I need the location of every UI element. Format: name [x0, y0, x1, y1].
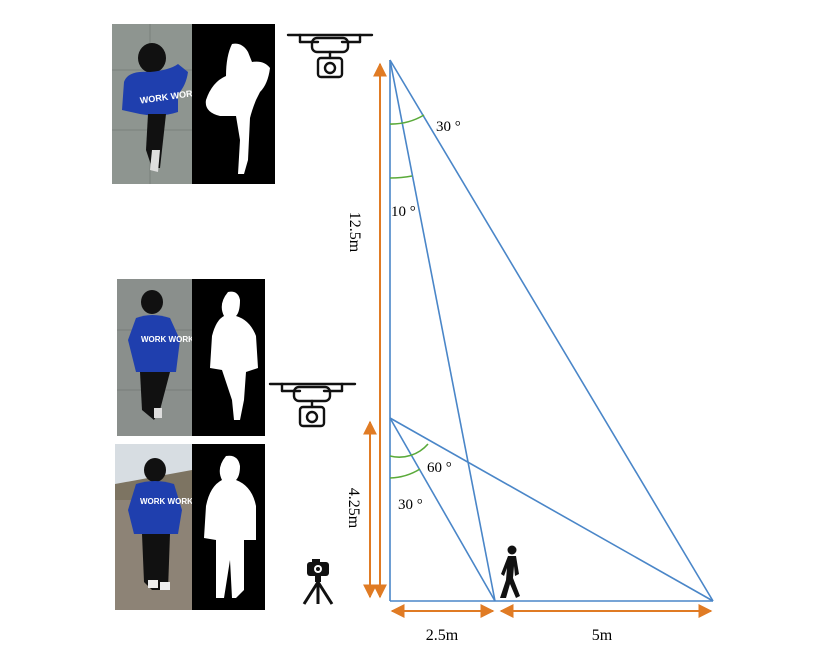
angle-label-low-inner: 30 ° — [398, 497, 423, 513]
photo-panel-low: WORK WORK — [117, 279, 265, 436]
distance-label-near: 2.5m — [426, 627, 459, 644]
sight-line-low-near — [389, 417, 496, 602]
hoodie-text: WORK WORK — [140, 497, 193, 506]
angle-arc-low-inner — [389, 468, 421, 479]
height-label-low: 4.25m — [345, 488, 362, 529]
angle-label-high-outer: 30 ° — [436, 119, 461, 135]
angle-arc-high-outer — [389, 114, 425, 125]
photo-panel-ground: WORK WORK — [115, 444, 265, 610]
photo-panel-high: WORK WORK — [112, 24, 275, 184]
sight-line-high-near — [389, 59, 496, 602]
person-head — [138, 43, 166, 73]
drone-icon — [286, 33, 374, 79]
height-label-high: 12.5m — [346, 212, 363, 253]
angle-arcs — [389, 114, 429, 479]
angle-label-low-outer: 60 ° — [427, 460, 452, 476]
drone-icon — [268, 382, 357, 428]
hoodie-text: WORK WORK — [141, 335, 194, 344]
person-hoodie — [122, 64, 188, 116]
angle-label-high-inner: 10 ° — [391, 204, 416, 220]
angle-arc-low-outer — [389, 443, 429, 458]
tripod-camera-icon — [302, 559, 334, 605]
angle-arc-high-inner — [389, 175, 413, 179]
dimension-arrows — [363, 62, 713, 618]
distance-label-far: 5m — [592, 627, 613, 644]
walking-person-icon — [500, 545, 520, 598]
sight-line-high-far — [389, 59, 714, 602]
sight-line-low-far — [389, 417, 714, 602]
sight-lines — [389, 59, 714, 602]
